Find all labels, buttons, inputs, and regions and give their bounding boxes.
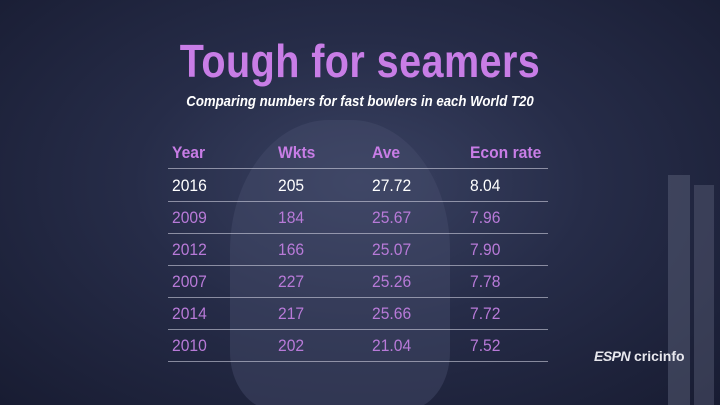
- table-cell: 2010: [172, 336, 207, 355]
- table-cell: 25.26: [372, 272, 412, 291]
- table-cell: 8.04: [470, 176, 501, 195]
- table-cell: 21.04: [372, 336, 412, 355]
- logo-site: cricinfo: [634, 348, 685, 364]
- row-divider: [168, 168, 548, 169]
- logo-brand: ESPN: [594, 348, 631, 364]
- column-header: Year: [172, 143, 206, 162]
- background-post: [694, 185, 714, 405]
- table-cell: 7.52: [470, 336, 501, 355]
- table-cell: 27.72: [372, 176, 412, 195]
- row-divider: [168, 361, 548, 362]
- table-cell: 202: [278, 336, 305, 355]
- table-cell: 227: [278, 272, 305, 291]
- table-cell: 2016: [172, 176, 207, 195]
- row-divider: [168, 233, 548, 234]
- column-header: Wkts: [278, 143, 316, 162]
- table-cell: 205: [278, 176, 305, 195]
- table-cell: 2007: [172, 272, 207, 291]
- table-cell: 25.67: [372, 208, 412, 227]
- subtitle: Comparing numbers for fast bowlers in ea…: [186, 93, 534, 110]
- table-cell: 184: [278, 208, 305, 227]
- table-cell: 2012: [172, 240, 207, 259]
- table-cell: 166: [278, 240, 305, 259]
- table-cell: 2009: [172, 208, 207, 227]
- column-header: Ave: [372, 143, 401, 162]
- table-cell: 7.96: [470, 208, 501, 227]
- background-post: [668, 175, 690, 405]
- background-figure: [230, 120, 450, 405]
- table-cell: 25.07: [372, 240, 412, 259]
- column-header: Econ rate: [470, 143, 542, 162]
- title: Tough for seamers: [179, 35, 541, 87]
- table-cell: 217: [278, 304, 305, 323]
- table-cell: 7.72: [470, 304, 501, 323]
- row-divider: [168, 201, 548, 202]
- table-cell: 7.90: [470, 240, 501, 259]
- row-divider: [168, 297, 548, 298]
- table-cell: 7.78: [470, 272, 501, 291]
- table-cell: 25.66: [372, 304, 412, 323]
- row-divider: [168, 329, 548, 330]
- table-cell: 2014: [172, 304, 207, 323]
- row-divider: [168, 265, 548, 266]
